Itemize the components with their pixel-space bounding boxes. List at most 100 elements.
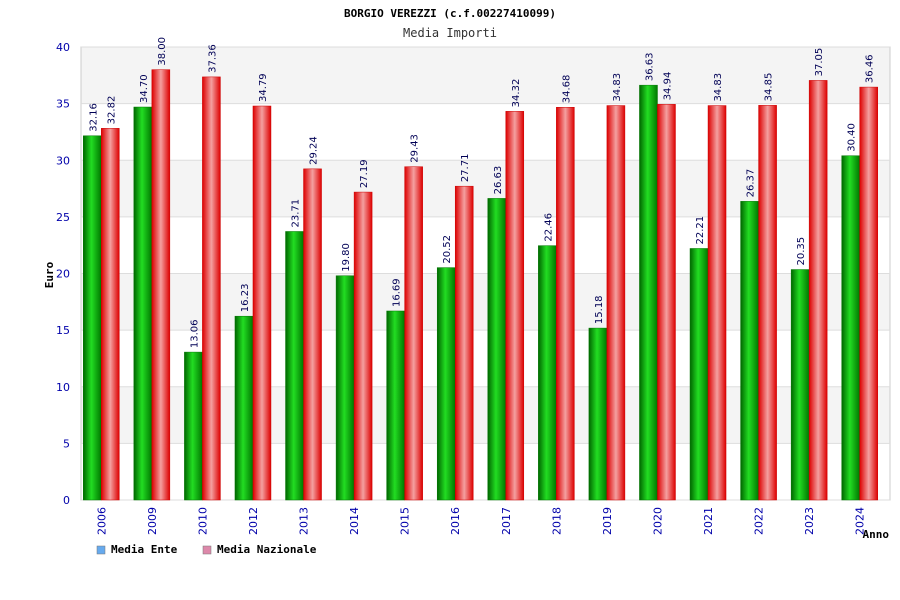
y-tick-label: 35	[56, 98, 70, 111]
value-label: 22.46	[543, 213, 554, 242]
x-tick-label: 2017	[500, 507, 513, 535]
value-label: 32.16	[88, 103, 99, 132]
bar-media-nazionale	[202, 76, 221, 501]
bar-media-nazionale	[606, 105, 626, 501]
value-label: 38.00	[157, 37, 168, 66]
bar-media-ente	[184, 351, 203, 501]
value-label: 20.52	[442, 235, 453, 264]
bar-media-nazionale	[353, 191, 373, 501]
value-label: 26.37	[746, 169, 757, 198]
bar-media-nazionale	[657, 104, 676, 501]
x-tick-label: 2015	[399, 507, 412, 535]
chart-title: BORGIO VEREZZI (c.f.00227410099)	[344, 7, 556, 20]
value-labels: 32.16 32.82 34.70 38.00 13.06 37.36 16.23 34.79…	[88, 37, 875, 348]
chart-subtitle: Media Importi	[403, 26, 497, 40]
bar-media-nazionale	[707, 105, 727, 501]
value-label: 36.63	[644, 53, 655, 82]
bar-media-nazionale	[151, 69, 171, 501]
x-tick-label: 2024	[854, 507, 867, 535]
y-axis-label: Euro	[43, 261, 56, 288]
y-tick-label: 40	[56, 41, 70, 54]
bar-media-nazionale	[505, 111, 525, 501]
bar-media-nazionale	[758, 105, 777, 501]
value-label: 34.68	[561, 75, 572, 104]
value-label: 32.82	[106, 96, 117, 125]
x-tick-label: 2023	[803, 507, 816, 535]
x-tick-label: 2021	[702, 507, 715, 535]
value-label: 23.71	[291, 199, 302, 228]
legend: Media Ente Media Nazionale	[96, 543, 317, 556]
value-label: 19.80	[341, 243, 352, 272]
legend-label: Media Nazionale	[217, 543, 317, 556]
y-axis-ticks: 0 5 10 15 20 25 30 35 40	[56, 41, 70, 507]
x-tick-label: 2013	[298, 507, 311, 535]
value-label: 37.36	[207, 44, 218, 73]
y-tick-label: 30	[56, 154, 70, 167]
x-tick-label: 2020	[651, 507, 664, 535]
value-label: 34.32	[511, 79, 522, 108]
legend-swatch	[202, 545, 212, 555]
bar-media-ente	[588, 327, 608, 501]
bar-media-ente	[234, 315, 254, 501]
bar-media-ente	[639, 84, 658, 501]
x-tick-label: 2009	[146, 507, 159, 535]
value-label: 27.19	[359, 159, 370, 188]
y-tick-label: 0	[63, 494, 70, 507]
value-label: 16.23	[240, 284, 251, 313]
bar-media-ente	[538, 245, 557, 501]
legend-label: Media Ente	[111, 543, 178, 556]
bar-media-ente	[841, 155, 860, 501]
bar-media-nazionale	[808, 80, 828, 501]
bar-media-ente	[335, 275, 355, 501]
bar-media-ente	[386, 310, 405, 501]
value-label: 34.83	[713, 73, 724, 102]
bar-media-nazionale	[454, 185, 474, 501]
x-tick-label: 2019	[601, 507, 614, 535]
x-tick-label: 2010	[196, 507, 209, 535]
value-label: 34.79	[258, 73, 269, 102]
value-label: 22.21	[695, 216, 706, 245]
y-tick-label: 5	[63, 437, 70, 450]
bar-media-nazionale	[252, 105, 272, 501]
bar-media-ente	[133, 106, 153, 501]
bar-media-ente	[790, 269, 810, 501]
value-label: 34.85	[764, 73, 775, 102]
x-tick-label: 2012	[247, 507, 260, 535]
x-tick-label: 2006	[95, 507, 108, 535]
x-tick-label: 2016	[449, 507, 462, 535]
value-label: 16.69	[392, 278, 403, 307]
value-label: 36.46	[865, 54, 876, 83]
value-label: 13.06	[189, 319, 200, 348]
x-axis-label: Anno	[863, 528, 890, 541]
x-axis-ticks: 2006 2009 2010 2012 2013 2014 2015 2016 2017 2018…	[95, 507, 866, 535]
bar-media-ente	[487, 198, 507, 501]
bar-media-ente	[689, 248, 709, 501]
x-tick-label: 2022	[753, 507, 766, 535]
bar-media-ente	[436, 267, 456, 501]
value-label: 27.71	[460, 154, 471, 183]
bar-media-nazionale	[101, 128, 120, 501]
value-label: 29.24	[309, 136, 320, 165]
y-tick-label: 20	[56, 268, 70, 281]
value-label: 29.43	[410, 134, 421, 163]
bar-media-nazionale	[303, 168, 322, 501]
value-label: 34.70	[139, 74, 150, 103]
bar-media-nazionale	[404, 166, 423, 501]
value-label: 15.18	[594, 295, 605, 324]
value-label: 20.35	[796, 237, 807, 266]
value-label: 30.40	[847, 123, 858, 152]
bar-media-ente	[83, 135, 102, 501]
x-tick-label: 2018	[550, 507, 563, 535]
value-label: 26.63	[493, 166, 504, 195]
y-tick-label: 10	[56, 381, 70, 394]
value-label: 34.94	[662, 72, 673, 101]
legend-swatch	[96, 545, 106, 555]
bar-media-nazionale	[859, 86, 878, 501]
x-tick-label: 2014	[348, 507, 361, 535]
value-label: 34.83	[612, 73, 623, 102]
bar-media-nazionale	[556, 106, 575, 501]
bar-media-ente	[285, 231, 304, 501]
y-tick-label: 15	[56, 324, 70, 337]
bars	[83, 69, 878, 501]
